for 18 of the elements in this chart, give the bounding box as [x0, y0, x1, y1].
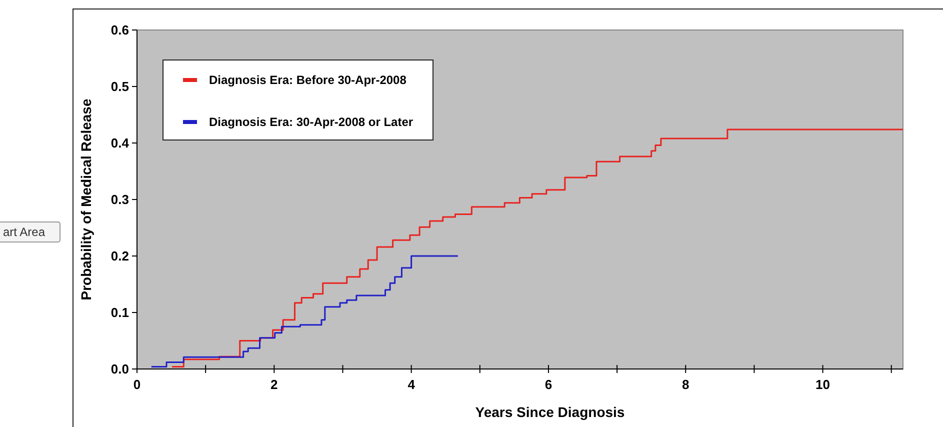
- y-tick-label: 0.0: [110, 362, 129, 376]
- x-tick-label: 10: [816, 377, 830, 392]
- y-axis-title: Probability of Medical Release: [78, 98, 94, 300]
- y-tick-label: 0.2: [110, 248, 129, 264]
- legend-label: Diagnosis Era: Before 30-Apr-2008: [209, 73, 407, 87]
- x-tick-label: 8: [682, 377, 690, 392]
- y-tick-label: 0.6: [110, 22, 129, 38]
- y-tick-label: 0.5: [110, 79, 129, 94]
- x-tick-label: 0: [133, 377, 141, 392]
- x-axis-title: Years Since Diagnosis: [475, 404, 625, 420]
- text: art Area: [3, 225, 46, 239]
- legend-label: Diagnosis Era: 30-Apr-2008 or Later: [209, 115, 414, 129]
- y-tick-label: 0.1: [110, 305, 129, 320]
- y-tick-label: 0.4: [110, 136, 130, 150]
- x-tick-label: 2: [270, 377, 278, 392]
- x-tick-label: 4: [408, 377, 416, 392]
- x-tick-label: 6: [544, 377, 552, 392]
- y-tick-label: 0.3: [110, 192, 129, 207]
